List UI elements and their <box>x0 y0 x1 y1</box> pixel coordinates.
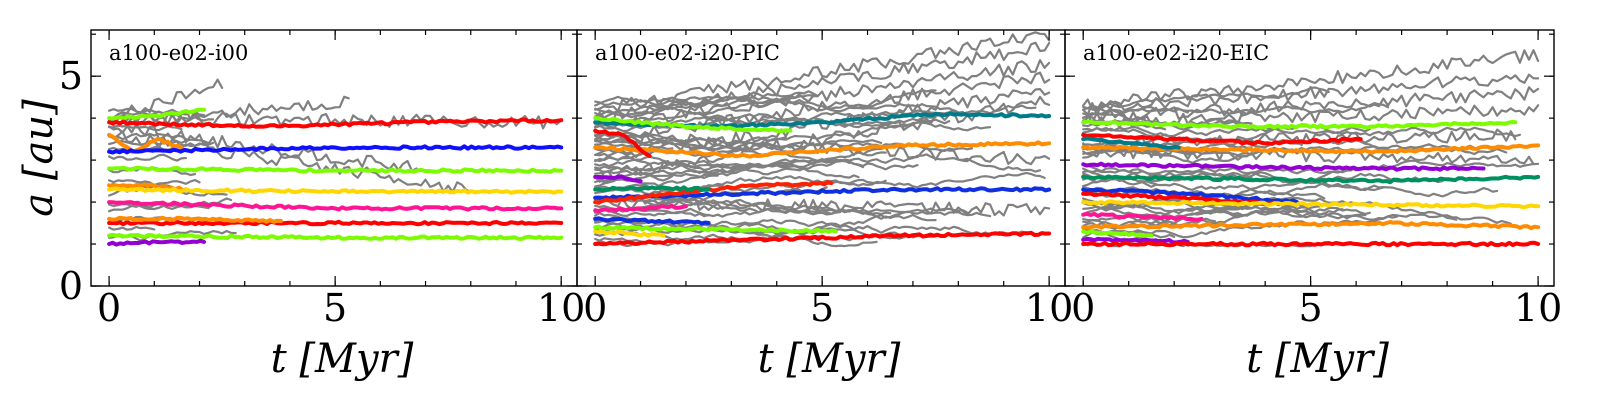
grey-track <box>1082 200 1458 221</box>
grey-track <box>594 90 819 106</box>
grey-track <box>1082 167 1158 186</box>
grey-track <box>594 207 710 217</box>
series-red-1 <box>1081 132 1363 146</box>
x-tick-label: 5 <box>810 286 834 330</box>
series-yellow-1 <box>1081 199 1541 210</box>
series-purple-1 <box>593 174 643 184</box>
grey-track <box>594 106 937 129</box>
x-axis-label: t [Myr] <box>758 336 901 382</box>
series-magenta-1 <box>107 200 564 212</box>
series-orange-1 <box>1081 143 1541 155</box>
series-blue-1 <box>1081 187 1299 205</box>
x-tick-label: 10 <box>1514 286 1562 330</box>
grey-track <box>594 151 887 175</box>
grey-track <box>594 175 887 195</box>
x-axis-label: t [Myr] <box>271 336 414 382</box>
grey-track <box>594 169 719 179</box>
series-purple-1 <box>107 238 206 247</box>
grey-track <box>1082 86 1540 124</box>
grey-track <box>108 225 156 231</box>
series-green-top <box>107 107 206 121</box>
grey-track <box>1082 197 1367 220</box>
series-red-2 <box>593 180 834 205</box>
series-purple-2 <box>1081 236 1190 245</box>
panel-a100-e02-i00: 0 5 10 0 5 a100-e02-i00 t [Myr] <box>59 29 585 382</box>
series-red-3 <box>1081 240 1541 248</box>
series-red-1 <box>593 128 652 158</box>
grey-track <box>594 155 792 172</box>
x-tick-label: 10 <box>537 286 585 330</box>
series-orange-1 <box>107 132 184 154</box>
panel-a100-e02-i20-pic: 0 5 10 a100-e02-i20-PIC t [Myr] <box>576 29 1073 382</box>
series-tracks <box>1081 119 1541 248</box>
series-magenta-1 <box>1081 211 1204 222</box>
series-red-3 <box>593 230 1052 247</box>
grey-track <box>108 78 224 124</box>
grey-track <box>594 195 992 219</box>
panel-a100-e02-i20-eic: 0 5 10 a100-e02-i20-EIC t [Myr] <box>1064 29 1562 382</box>
grey-track <box>594 89 937 112</box>
grey-track <box>594 31 1051 113</box>
series-blue-1 <box>107 144 564 155</box>
series-blue-2 <box>593 216 711 226</box>
grey-track <box>594 95 964 118</box>
x-tick-label: 0 <box>1071 286 1095 330</box>
series-green-2 <box>107 165 564 174</box>
grey-track <box>594 59 1051 130</box>
axis-frame <box>576 29 1066 287</box>
grey-track <box>1082 217 1217 228</box>
grey-track <box>594 88 1051 163</box>
x-tick-label: 0 <box>97 286 121 330</box>
axis-frame <box>90 29 578 287</box>
series-teal-1 <box>1081 136 1181 150</box>
grey-track <box>594 41 1051 123</box>
series-tracks <box>107 107 564 247</box>
x-tick-label: 5 <box>1299 286 1323 330</box>
x-axis-label: t [Myr] <box>1246 336 1389 382</box>
grey-track <box>108 111 563 130</box>
y-tick-label: 5 <box>59 54 83 98</box>
grey-track <box>1082 49 1540 112</box>
x-tick-label: 0 <box>583 286 607 330</box>
series-green-3 <box>107 232 564 241</box>
series-green-1 <box>1081 119 1518 130</box>
grey-track <box>1082 86 1330 111</box>
grey-track <box>594 134 787 147</box>
series-tracks <box>593 111 1052 247</box>
axis-frame <box>1064 29 1555 287</box>
y-axis-label: a [au] <box>16 99 62 217</box>
series-green-2 <box>593 185 711 193</box>
series-orange-2 <box>1081 220 1541 231</box>
x-tick-label: 10 <box>1025 286 1073 330</box>
series-red-2 <box>107 219 564 227</box>
panel-title: a100-e02-i20-EIC <box>1083 41 1269 65</box>
y-tick-label: 0 <box>59 264 83 308</box>
series-green-2 <box>1081 174 1541 185</box>
grey-track <box>594 213 937 232</box>
panel-title: a100-e02-i20-PIC <box>595 41 780 65</box>
x-tick-label: 5 <box>323 286 347 330</box>
series-magenta-1 <box>593 203 688 213</box>
series-purple-1 <box>1081 161 1486 172</box>
series-yellow-1 <box>107 186 564 195</box>
grey-track <box>108 153 187 162</box>
series-green-3 <box>593 224 838 234</box>
series-orange-1 <box>593 140 1052 159</box>
series-green-3 <box>1081 229 1154 239</box>
grey-track <box>1082 73 1540 116</box>
grey-track <box>594 129 1051 166</box>
grey-track <box>1082 179 1499 198</box>
grey-track <box>108 138 210 146</box>
series-red-1 <box>107 117 564 129</box>
grey-track <box>594 212 878 248</box>
grey-track <box>594 183 828 196</box>
grey-track <box>1082 172 1326 200</box>
panel-title: a100-e02-i00 <box>109 41 248 65</box>
grey-track <box>108 132 187 141</box>
series-blue-1 <box>593 186 1052 201</box>
series-yellow-1 <box>593 229 666 238</box>
series-orange-3 <box>107 215 283 224</box>
series-green-1 <box>593 116 793 133</box>
